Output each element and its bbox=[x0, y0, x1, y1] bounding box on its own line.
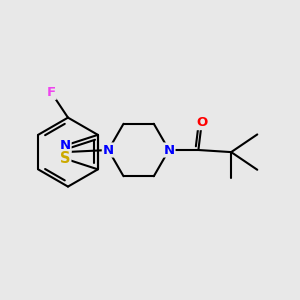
Text: N: N bbox=[59, 139, 70, 152]
Text: N: N bbox=[103, 143, 114, 157]
Text: O: O bbox=[196, 116, 207, 129]
Text: S: S bbox=[60, 151, 70, 166]
Text: F: F bbox=[46, 86, 56, 99]
Text: N: N bbox=[164, 143, 175, 157]
